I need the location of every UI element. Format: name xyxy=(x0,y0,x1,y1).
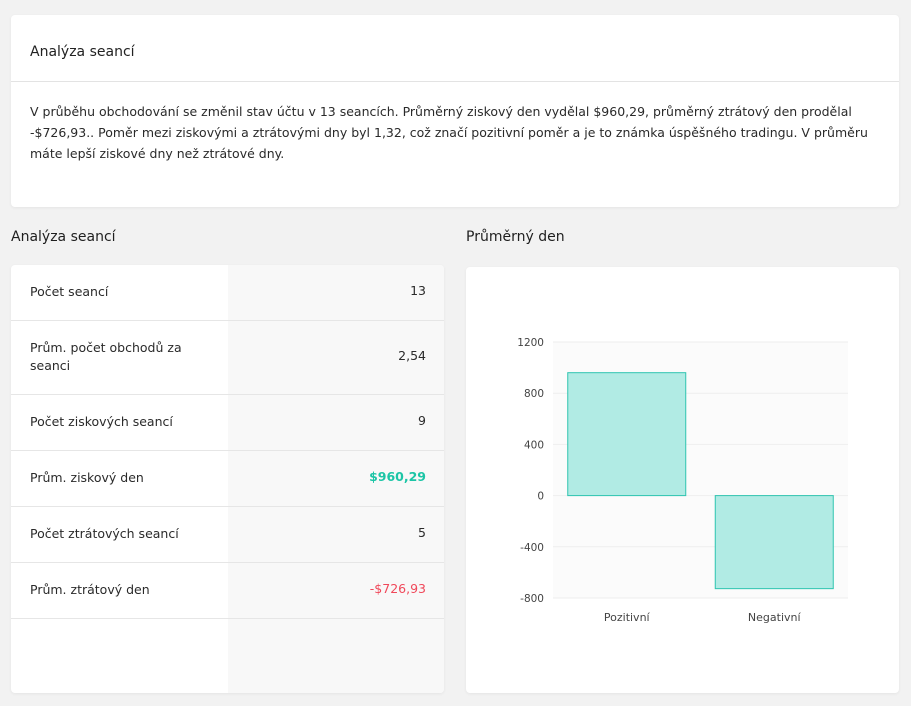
table-row: Počet ztrátových seancí 5 xyxy=(11,507,444,563)
y-tick-label: 800 xyxy=(524,388,544,400)
y-tick-label: 1200 xyxy=(517,337,544,349)
row-value: $960,29 xyxy=(369,469,426,484)
summary-text: V průběhu obchodování se změnil stav účt… xyxy=(30,104,868,161)
summary-divider xyxy=(11,81,899,82)
y-tick-label: -400 xyxy=(520,542,544,554)
table-row: Prům. ziskový den $960,29 xyxy=(11,451,444,507)
bar-negativní[interactable] xyxy=(714,495,834,590)
table-row: Prům. ztrátový den -$726,93 xyxy=(11,563,444,619)
stats-heading: Analýza seancí xyxy=(11,229,116,245)
x-tick-label: Negativní xyxy=(748,611,802,624)
bar-chart: 1200 800 400 0 -400 -800 Pozitivní Negativní xyxy=(517,337,848,624)
chart-card: 1200 800 400 0 -400 -800 Pozitivní Negativní xyxy=(466,267,899,693)
row-value: 13 xyxy=(410,283,426,298)
x-tick-label: Pozitivní xyxy=(604,611,651,624)
table-row: Počet seancí 13 xyxy=(11,265,444,321)
stats-table: Počet seancí 13 Prům. počet obchodů za s… xyxy=(11,265,444,693)
row-label: Prům. ziskový den xyxy=(30,470,144,485)
summary-card: Analýza seancí V průběhu obchodování se … xyxy=(11,15,899,207)
y-tick-label: 0 xyxy=(537,491,544,503)
row-label: Počet ztrátových seancí xyxy=(30,526,179,541)
value-column-background xyxy=(228,265,444,693)
y-tick-label: 400 xyxy=(524,439,544,451)
row-label: Počet seancí xyxy=(30,284,109,299)
y-tick-label: -800 xyxy=(520,593,544,605)
table-row: Počet ziskových seancí 9 xyxy=(11,395,444,451)
bar-pozitivní[interactable] xyxy=(567,372,687,497)
row-label: Prům. počet obchodů za seanci xyxy=(30,340,182,373)
summary-title: Analýza seancí xyxy=(30,44,135,60)
row-value: -$726,93 xyxy=(369,581,426,596)
row-label: Prům. ztrátový den xyxy=(30,582,150,597)
row-value: 2,54 xyxy=(398,348,426,363)
row-label: Počet ziskových seancí xyxy=(30,414,173,429)
row-value: 5 xyxy=(418,525,426,540)
chart-heading: Průměrný den xyxy=(466,229,565,245)
row-value: 9 xyxy=(418,413,426,428)
table-row: Prům. počet obchodů za seanci 2,54 xyxy=(11,321,444,395)
